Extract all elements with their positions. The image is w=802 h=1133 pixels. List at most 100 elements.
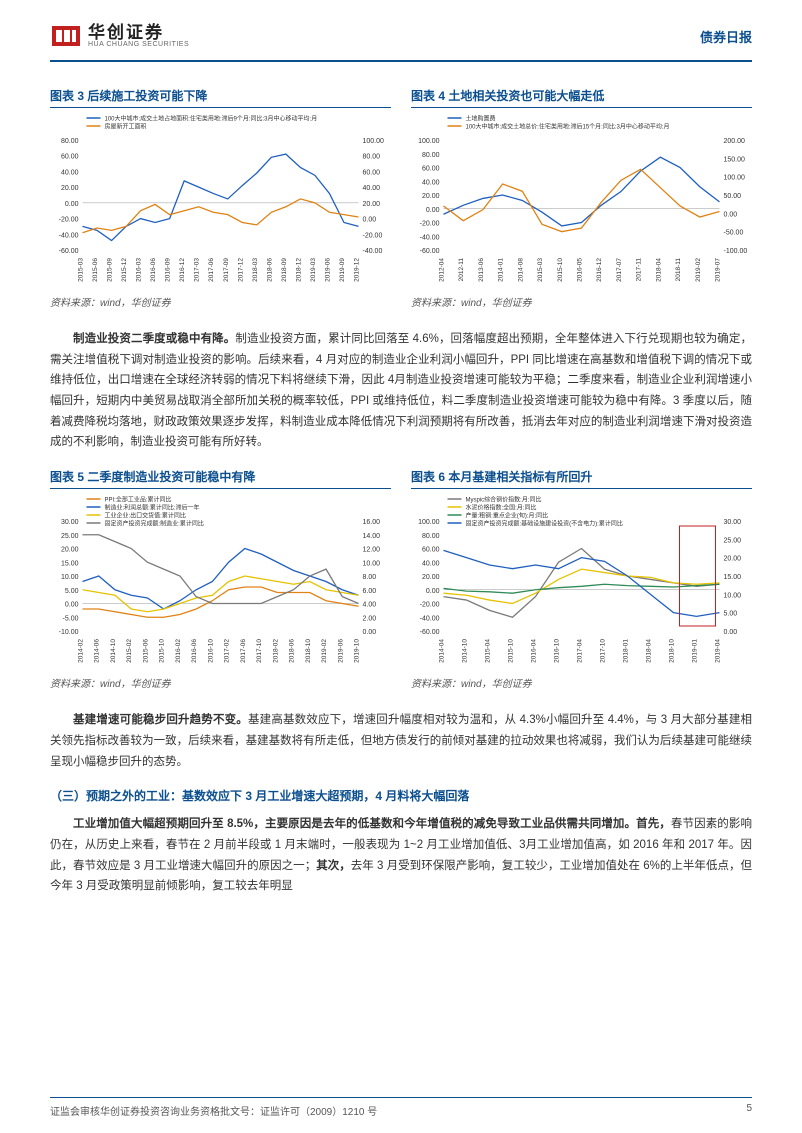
svg-text:2018-01: 2018-01 bbox=[623, 639, 630, 663]
svg-text:80.00: 80.00 bbox=[363, 154, 381, 161]
svg-text:60.00: 60.00 bbox=[422, 166, 440, 173]
svg-text:30.00: 30.00 bbox=[724, 519, 742, 526]
svg-text:2014-08: 2014-08 bbox=[517, 258, 524, 282]
chart5-title: 图表 5 二季度制造业投资可能稳中有降 bbox=[50, 468, 391, 489]
svg-text:0.00: 0.00 bbox=[363, 217, 377, 224]
svg-text:25.00: 25.00 bbox=[724, 537, 742, 544]
logo-cn: 华创证券 bbox=[88, 24, 189, 41]
svg-text:100大中城市:成交土地占地面积:住宅类用地:滞后9个月:同: 100大中城市:成交土地占地面积:住宅类用地:滞后9个月:同比:3月中心移动平均… bbox=[105, 115, 318, 123]
svg-text:80.00: 80.00 bbox=[61, 138, 79, 145]
svg-text:2019-04: 2019-04 bbox=[715, 639, 722, 663]
svg-text:2015-12: 2015-12 bbox=[121, 258, 128, 282]
chart5: -10.00-5.000.005.0010.0015.0020.0025.003… bbox=[50, 493, 391, 673]
svg-text:15.00: 15.00 bbox=[724, 574, 742, 581]
svg-text:12.00: 12.00 bbox=[363, 547, 381, 554]
svg-text:工业企业:出口交货值:累计同比: 工业企业:出口交货值:累计同比 bbox=[105, 512, 186, 520]
svg-text:PPI:全部工业品:累计同比: PPI:全部工业品:累计同比 bbox=[105, 496, 172, 504]
svg-text:Myspic综合钢价指数:月:同比: Myspic综合钢价指数:月:同比 bbox=[466, 496, 542, 504]
footer-left: 证监会审核华创证券投资咨询业务资格批文号：证监许可（2009）1210 号 bbox=[50, 1103, 377, 1118]
svg-text:2017-07: 2017-07 bbox=[616, 258, 623, 282]
logo-block: 华创证券 HUA CHUANG SECURITIES bbox=[50, 20, 189, 52]
svg-text:2016-09: 2016-09 bbox=[165, 258, 172, 282]
svg-text:2014-04: 2014-04 bbox=[439, 639, 446, 663]
svg-text:-10.00: -10.00 bbox=[59, 629, 79, 636]
svg-text:2017-04: 2017-04 bbox=[577, 639, 584, 663]
svg-text:2014-01: 2014-01 bbox=[498, 258, 505, 282]
svg-text:60.00: 60.00 bbox=[422, 547, 440, 554]
svg-text:2015-02: 2015-02 bbox=[126, 639, 133, 663]
svg-text:2017-06: 2017-06 bbox=[240, 639, 247, 663]
svg-text:2018-04: 2018-04 bbox=[655, 258, 662, 282]
svg-text:2019-10: 2019-10 bbox=[354, 639, 361, 663]
svg-text:2014-02: 2014-02 bbox=[78, 639, 85, 663]
svg-text:2015-10: 2015-10 bbox=[508, 639, 515, 663]
svg-text:2017-10: 2017-10 bbox=[256, 639, 263, 663]
svg-text:2016-04: 2016-04 bbox=[531, 639, 538, 663]
svg-text:-60.00: -60.00 bbox=[420, 248, 440, 255]
svg-text:80.00: 80.00 bbox=[422, 533, 440, 540]
svg-text:2016-12: 2016-12 bbox=[179, 258, 186, 282]
svg-text:2017-06: 2017-06 bbox=[208, 258, 215, 282]
chart4: -60.00-40.00-20.000.0020.0040.0060.0080.… bbox=[411, 112, 752, 292]
svg-text:20.00: 20.00 bbox=[363, 201, 381, 208]
svg-text:14.00: 14.00 bbox=[363, 533, 381, 540]
svg-text:2016-06: 2016-06 bbox=[150, 258, 157, 282]
svg-text:2017-09: 2017-09 bbox=[223, 258, 230, 282]
svg-text:20.00: 20.00 bbox=[724, 556, 742, 563]
svg-text:0.00: 0.00 bbox=[65, 602, 79, 609]
svg-text:2014-06: 2014-06 bbox=[94, 639, 101, 663]
svg-text:6.00: 6.00 bbox=[363, 588, 377, 595]
para1-lead: 制造业投资二季度或稳中有降。 bbox=[73, 333, 235, 345]
svg-text:土地购置费: 土地购置费 bbox=[466, 115, 496, 123]
svg-text:2019-12: 2019-12 bbox=[354, 258, 361, 282]
svg-text:房屋新开工面积: 房屋新开工面积 bbox=[105, 123, 147, 131]
svg-text:2018-02: 2018-02 bbox=[272, 639, 279, 663]
svg-text:2015-10: 2015-10 bbox=[159, 639, 166, 663]
svg-text:2012-11: 2012-11 bbox=[458, 258, 465, 282]
svg-text:-60.00: -60.00 bbox=[420, 629, 440, 636]
svg-text:-40.00: -40.00 bbox=[420, 615, 440, 622]
svg-text:2012-04: 2012-04 bbox=[439, 258, 446, 282]
chart6-title: 图表 6 本月基建相关指标有所回升 bbox=[411, 468, 752, 489]
svg-text:40.00: 40.00 bbox=[422, 560, 440, 567]
para3-lead2: 其次， bbox=[316, 860, 351, 872]
svg-text:20.00: 20.00 bbox=[422, 193, 440, 200]
svg-text:40.00: 40.00 bbox=[422, 179, 440, 186]
svg-text:8.00: 8.00 bbox=[363, 574, 377, 581]
report-type: 债券日报 bbox=[700, 27, 752, 46]
svg-text:100.00: 100.00 bbox=[418, 519, 440, 526]
svg-text:15.00: 15.00 bbox=[61, 560, 79, 567]
svg-text:60.00: 60.00 bbox=[363, 169, 381, 176]
chart4-title: 图表 4 土地相关投资也可能大幅走低 bbox=[411, 87, 752, 108]
svg-text:固定资产投资完成额:基础设施建设投资(不含电力):累计同比: 固定资产投资完成额:基础设施建设投资(不含电力):累计同比 bbox=[466, 520, 623, 528]
svg-text:0.00: 0.00 bbox=[426, 207, 440, 214]
svg-text:2018-09: 2018-09 bbox=[281, 258, 288, 282]
section3-head: （三）预期之外的工业：基数效应下 3 月工业增速大超预期，4 月料将大幅回落 bbox=[50, 787, 752, 804]
svg-text:2015-09: 2015-09 bbox=[107, 258, 114, 282]
svg-text:2018-04: 2018-04 bbox=[646, 639, 653, 663]
svg-text:60.00: 60.00 bbox=[61, 154, 79, 161]
svg-text:2016-10: 2016-10 bbox=[207, 639, 214, 663]
footer-right: 5 bbox=[746, 1103, 752, 1118]
chart4-source: 资料来源：wind，华创证券 bbox=[411, 294, 752, 309]
svg-text:10.00: 10.00 bbox=[61, 574, 79, 581]
para3: 工业增加值大幅超预期回升至 8.5%，主要原因是去年的低基数和今年增值税的减免导… bbox=[50, 814, 752, 897]
svg-text:2014-10: 2014-10 bbox=[462, 639, 469, 663]
svg-text:0.00: 0.00 bbox=[426, 588, 440, 595]
svg-text:2018-10: 2018-10 bbox=[669, 639, 676, 663]
svg-text:-100.00: -100.00 bbox=[724, 248, 748, 255]
para2: 基建增速可能稳步回升趋势不变。基建高基数效应下，增速回升幅度相对较为温和，从 4… bbox=[50, 710, 752, 772]
svg-text:产量:粗钢:重点企业(旬):月:同比: 产量:粗钢:重点企业(旬):月:同比 bbox=[466, 512, 549, 520]
svg-text:2019-09: 2019-09 bbox=[339, 258, 346, 282]
svg-text:100.00: 100.00 bbox=[363, 138, 385, 145]
svg-text:2015-04: 2015-04 bbox=[485, 639, 492, 663]
svg-text:30.00: 30.00 bbox=[61, 519, 79, 526]
svg-text:2016-02: 2016-02 bbox=[175, 639, 182, 663]
svg-text:2019-02: 2019-02 bbox=[321, 639, 328, 663]
svg-text:2.00: 2.00 bbox=[363, 615, 377, 622]
svg-text:10.00: 10.00 bbox=[724, 592, 742, 599]
svg-text:-40.00: -40.00 bbox=[420, 234, 440, 241]
svg-text:2016-06: 2016-06 bbox=[191, 639, 198, 663]
svg-text:100.00: 100.00 bbox=[418, 138, 440, 145]
svg-text:2014-10: 2014-10 bbox=[110, 639, 117, 663]
